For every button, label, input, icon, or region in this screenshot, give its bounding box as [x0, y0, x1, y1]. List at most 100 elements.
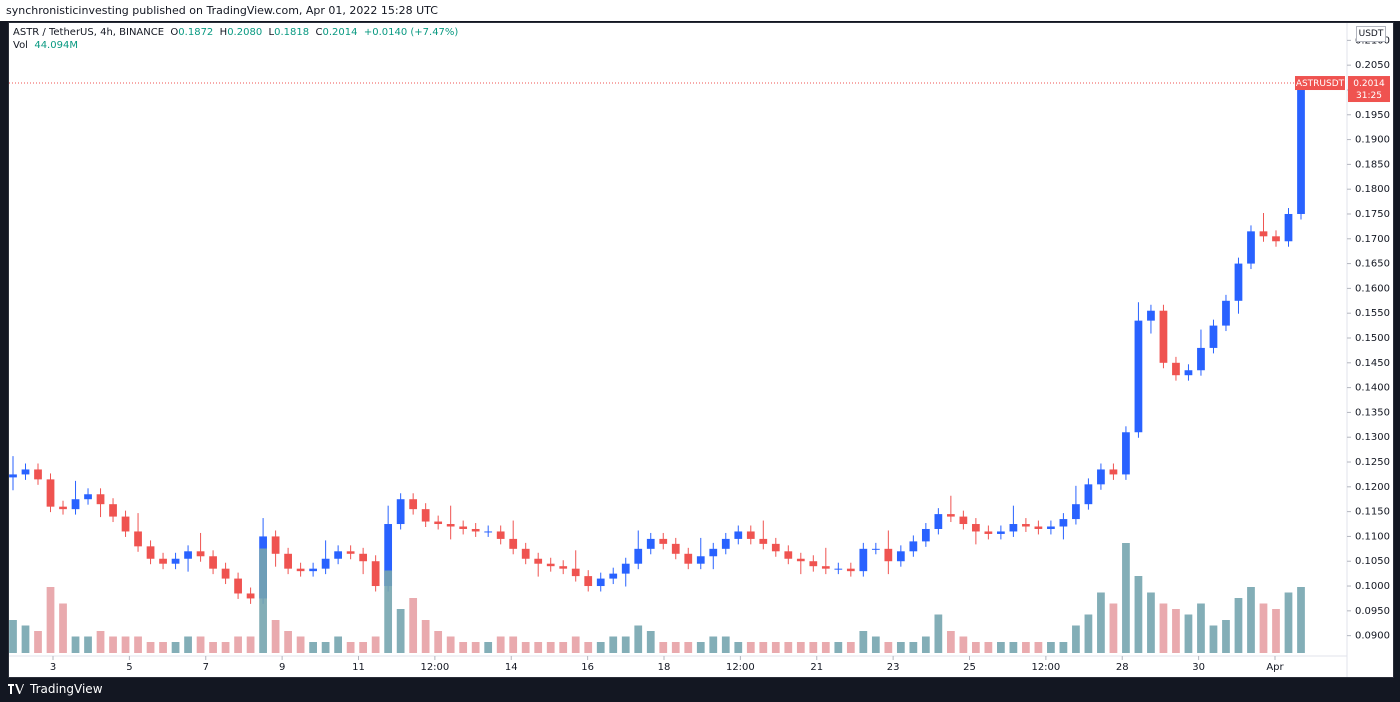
- volume-bar: [884, 642, 893, 653]
- time-tick-label: 16: [581, 662, 594, 673]
- candle-body: [1134, 320, 1143, 433]
- candle-body: [34, 469, 42, 480]
- candle-body: [809, 561, 818, 567]
- volume-bar: [759, 642, 768, 653]
- price-tick-label: 0.1000: [1355, 581, 1390, 592]
- volume-bar: [509, 636, 518, 653]
- volume-bar: [671, 642, 680, 653]
- volume-bar: [1097, 592, 1105, 653]
- volume-bar: [146, 642, 155, 653]
- candle-body: [671, 543, 680, 554]
- volume-bar: [659, 642, 668, 653]
- price-tick-label: 0.1100: [1355, 531, 1390, 542]
- candle-body: [684, 553, 693, 564]
- volume-bar: [21, 625, 30, 653]
- volume-bar: [846, 642, 855, 653]
- volume-bar: [196, 636, 205, 653]
- candle-body: [646, 538, 655, 549]
- volume-bar: [1047, 642, 1055, 653]
- price-tick-label: 0.1350: [1355, 407, 1390, 418]
- volume-bar: [321, 642, 330, 653]
- price-tick-label: 0.1600: [1355, 283, 1390, 294]
- candle-body: [221, 568, 230, 579]
- footer: TradingView: [0, 678, 1400, 702]
- candle-body: [146, 546, 155, 559]
- volume-bar: [1234, 598, 1243, 653]
- publisher-bar: synchronisticinvesting published on Trad…: [0, 0, 1400, 21]
- candle-body: [409, 499, 418, 510]
- candle-body: [1122, 432, 1130, 475]
- volume-bar: [396, 609, 405, 653]
- candle-body: [1072, 504, 1080, 520]
- candle-body: [21, 469, 30, 475]
- currency-selector[interactable]: USDT: [1356, 26, 1386, 42]
- volume-bar: [1197, 603, 1205, 653]
- volume-bar: [971, 642, 980, 653]
- candle-body: [1097, 469, 1105, 485]
- candle-body: [534, 558, 543, 564]
- chart-area[interactable]: 0.21000.20500.20000.19500.19000.18500.18…: [8, 22, 1394, 678]
- volume-bar: [59, 603, 67, 653]
- candle-body: [546, 563, 555, 567]
- candle-body: [771, 543, 780, 552]
- volume-bar: [746, 642, 755, 653]
- volume-bar: [159, 642, 167, 653]
- symbol-tag-bg: [1295, 76, 1345, 91]
- candle-body: [84, 494, 92, 500]
- candle-body: [371, 561, 380, 587]
- time-tick-label: 12:00: [420, 662, 449, 673]
- symbol-label: ASTR / TetherUS, 4h, BINANCE: [13, 27, 165, 38]
- volume-bar: [1172, 609, 1180, 653]
- candle-body: [321, 558, 330, 569]
- candle-body: [1084, 484, 1093, 505]
- candle-body: [746, 531, 755, 539]
- plot-background: [9, 23, 1393, 677]
- candle-body: [634, 548, 643, 564]
- candle-body: [834, 568, 843, 570]
- volume-bar: [434, 631, 443, 653]
- volume-bar: [1259, 603, 1268, 653]
- vol-label: Vol: [13, 40, 28, 51]
- volume-bar: [646, 631, 655, 653]
- volume-bar: [496, 636, 505, 653]
- close-value: 0.2014: [322, 27, 358, 38]
- volume-bar: [734, 642, 743, 653]
- volume-bar: [1222, 620, 1230, 653]
- volume-bar: [1134, 576, 1143, 653]
- volume-bar: [9, 620, 17, 653]
- candle-body: [209, 556, 217, 569]
- candle-body: [971, 524, 980, 532]
- candle-body: [821, 566, 830, 569]
- volume-bar: [1297, 587, 1305, 653]
- candle-body: [621, 563, 630, 574]
- candle-body: [946, 514, 955, 517]
- candle-body: [571, 568, 580, 577]
- candle-body: [134, 531, 142, 547]
- volume-bar: [71, 636, 80, 653]
- candle-body: [184, 551, 192, 559]
- volume-bar: [946, 631, 955, 653]
- candle-body: [1109, 469, 1118, 475]
- candle-body: [384, 524, 393, 587]
- candle-body: [609, 573, 618, 579]
- candle-body: [246, 593, 255, 599]
- volume-bar: [621, 636, 630, 653]
- price-tick-label: 0.1950: [1355, 110, 1390, 121]
- candle-body: [284, 553, 292, 569]
- candle-body: [734, 531, 743, 539]
- candle-body: [721, 538, 730, 549]
- price-tick-label: 0.1050: [1355, 556, 1390, 567]
- price-tick-label: 0.1300: [1355, 432, 1390, 443]
- volume-bar: [634, 625, 643, 653]
- candle-body: [984, 531, 993, 534]
- candle-body: [1259, 231, 1268, 237]
- symbol-tag-label: ASTRUSDT: [1296, 79, 1345, 89]
- candle-body: [1022, 524, 1030, 527]
- candle-body: [1234, 263, 1243, 301]
- time-tick-label: 12:00: [726, 662, 755, 673]
- volume-bar: [84, 636, 92, 653]
- candle-body: [46, 479, 55, 507]
- candle-body: [696, 556, 705, 564]
- candle-body: [196, 551, 205, 557]
- candlestick-chart[interactable]: 0.21000.20500.20000.19500.19000.18500.18…: [9, 23, 1393, 677]
